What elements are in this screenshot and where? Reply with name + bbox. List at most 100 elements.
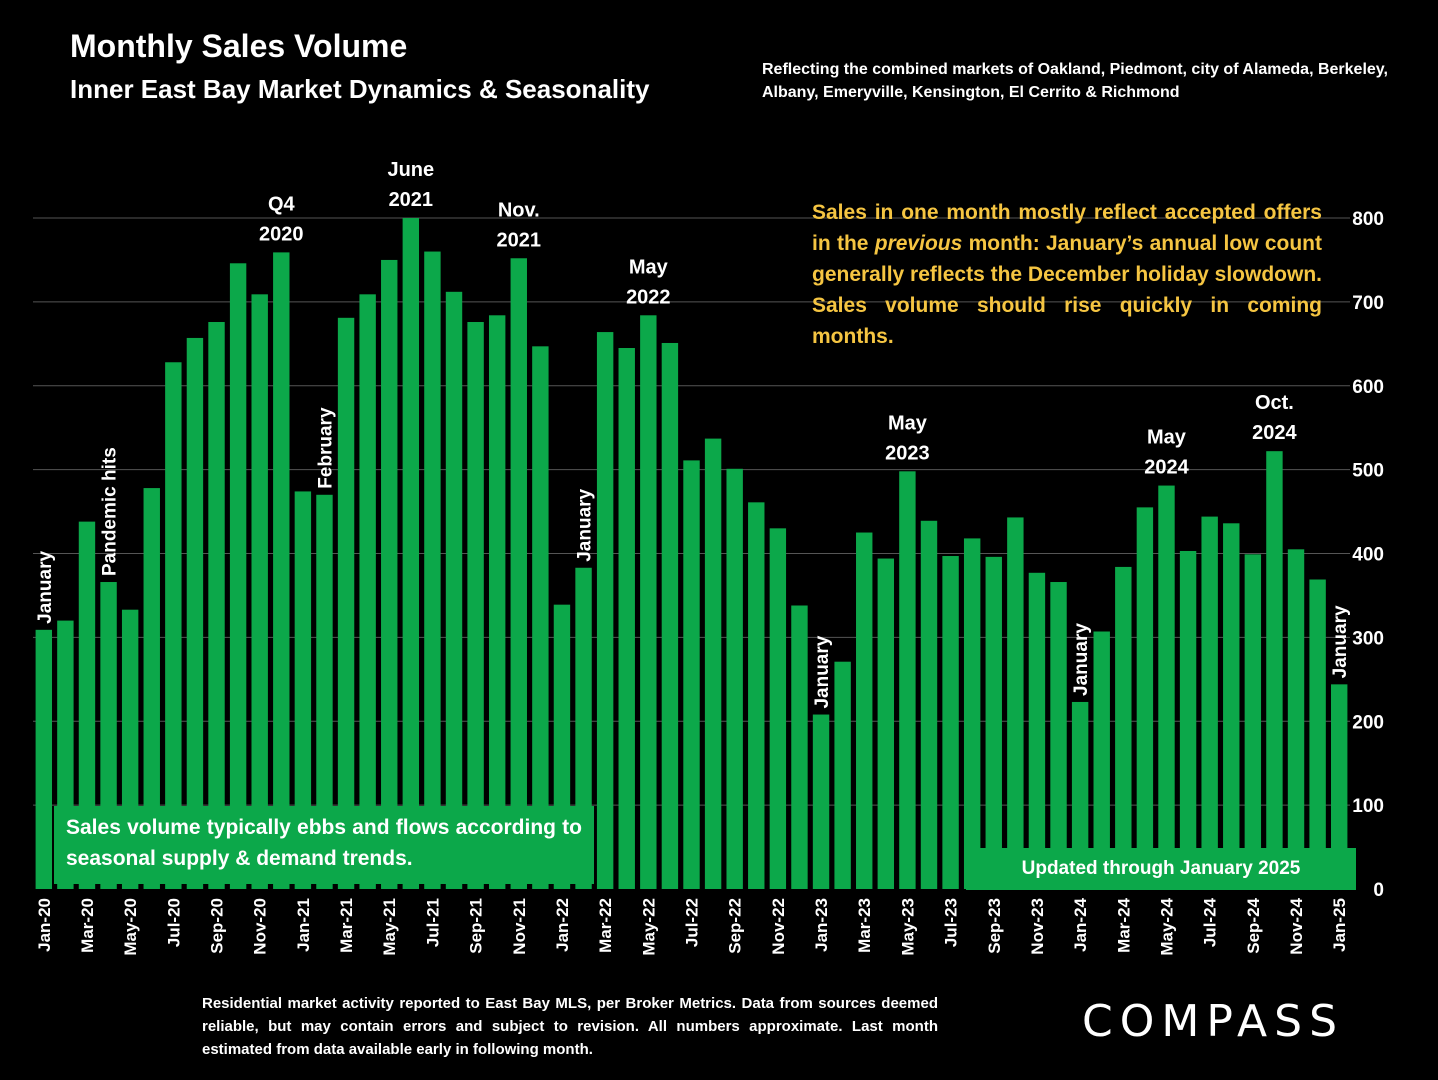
bar — [1179, 550, 1197, 889]
bar — [1007, 517, 1024, 889]
bar — [273, 252, 290, 890]
chart-subtitle: Inner East Bay Market Dynamics & Seasona… — [70, 74, 650, 104]
annotation-label: January — [1071, 623, 1092, 696]
chart-title: Monthly Sales Volume — [70, 28, 408, 64]
y-tick-label: 600 — [1352, 377, 1384, 398]
bar — [856, 532, 873, 889]
compass-logo: COMPASS — [1082, 996, 1344, 1047]
bar — [1028, 572, 1046, 889]
x-tick-label: Jul-21 — [423, 898, 442, 947]
bar — [1309, 579, 1326, 889]
callout-note: Sales in one month mostly reflect accept… — [812, 197, 1322, 352]
bar — [359, 294, 376, 889]
callout-text-1: Sales in one month mostly reflect accept… — [812, 201, 1322, 255]
bar — [791, 605, 808, 889]
x-tick-label: Jan-25 — [1330, 898, 1349, 952]
annotation-label: June 2021 — [387, 159, 434, 211]
bar — [899, 471, 916, 889]
annotation-line: 2021 — [389, 189, 434, 211]
annotation-line: 2023 — [885, 442, 930, 464]
annotation-label: Q4 2020 — [259, 193, 304, 245]
bar — [1050, 582, 1067, 889]
x-tick-label: Nov-24 — [1287, 897, 1306, 954]
bar — [963, 538, 981, 889]
bar — [1093, 631, 1110, 889]
annotation-label: May 2023 — [885, 412, 930, 464]
x-tick-label: May-21 — [380, 898, 399, 956]
bar — [726, 468, 743, 889]
annotation-label: Pandemic hits — [100, 447, 121, 576]
bar — [748, 502, 765, 889]
x-tick-label: Sep-24 — [1244, 897, 1263, 953]
bar — [877, 558, 895, 889]
bar — [186, 337, 204, 889]
bar — [510, 258, 527, 889]
bar — [208, 322, 225, 889]
seasonal-note-box: Sales volume typically ebbs and flows ac… — [54, 806, 594, 884]
y-tick-label: 200 — [1352, 712, 1384, 733]
y-tick-label: 400 — [1352, 545, 1384, 566]
bar — [596, 332, 614, 889]
bar — [942, 556, 959, 889]
bar — [532, 346, 549, 889]
y-tick-label: 0 — [1373, 880, 1384, 901]
bar — [704, 438, 722, 889]
bar — [165, 362, 182, 889]
bar — [251, 294, 268, 889]
bar — [1136, 507, 1154, 889]
bar — [985, 556, 1002, 889]
market-note: Reflecting the combined markets of Oakla… — [762, 61, 1388, 101]
bar — [1071, 701, 1089, 889]
x-tick-label: Jan-22 — [553, 898, 572, 952]
bar — [294, 491, 312, 889]
bar — [661, 342, 679, 889]
x-tick-label: Jul-23 — [942, 898, 961, 947]
x-tick-label: Jan-21 — [294, 898, 313, 952]
y-tick-label: 800 — [1352, 209, 1384, 230]
y-tick-label: 500 — [1352, 461, 1384, 482]
x-tick-label: Mar-22 — [596, 898, 615, 953]
x-tick-label: May-24 — [1157, 897, 1176, 955]
bar — [812, 714, 830, 889]
bar — [1158, 485, 1175, 889]
bar — [618, 348, 635, 890]
x-tick-label: Sep-20 — [208, 898, 227, 954]
bar — [143, 488, 160, 889]
x-tick-label: Sep-21 — [467, 898, 486, 954]
bar-chart: 0 100 200 300 400 500 600 700 800 Jan-20 Mar-20 May… — [33, 159, 1384, 956]
x-tick-label: Nov-23 — [1028, 898, 1047, 955]
x-tick-label: Nov-21 — [510, 898, 529, 955]
annotation-label: May 2024 — [1144, 427, 1189, 479]
y-tick-label: 700 — [1352, 293, 1384, 314]
annotation-label: January — [575, 488, 596, 561]
annotation-label: Nov. 2021 — [497, 199, 542, 251]
x-tick-label: Mar-21 — [337, 898, 356, 953]
bar — [467, 322, 484, 889]
y-tick-label: 300 — [1352, 628, 1384, 649]
bar — [316, 494, 333, 889]
updated-note-box: Updated through January 2025 — [966, 848, 1356, 890]
bar — [640, 315, 657, 889]
annotation-label: February — [315, 407, 336, 489]
annotation-line: Oct. — [1255, 392, 1294, 414]
annotation-line: 2020 — [259, 223, 304, 245]
x-tick-label: May-20 — [121, 898, 140, 956]
annotation-line: May — [1147, 427, 1187, 449]
annotation-line: Q4 — [268, 193, 296, 215]
x-tick-label: Mar-24 — [1114, 897, 1133, 952]
bar — [229, 263, 247, 890]
bar — [1223, 523, 1240, 889]
source-footnote: Residential market activity reported to … — [202, 995, 938, 1058]
x-tick-label: May-23 — [898, 898, 917, 956]
bar — [920, 520, 938, 889]
bar — [834, 661, 851, 889]
x-tick-label: Mar-23 — [855, 898, 874, 953]
annotation-line: June — [387, 159, 434, 181]
bar — [1331, 684, 1348, 889]
annotation-label: January — [35, 551, 56, 624]
x-tick-label: Sep-22 — [726, 898, 745, 954]
annotation-line: May — [629, 256, 669, 278]
x-tick-label: Sep-23 — [985, 898, 1004, 954]
x-tick-label: Jan-20 — [35, 898, 54, 952]
bar — [381, 259, 398, 889]
